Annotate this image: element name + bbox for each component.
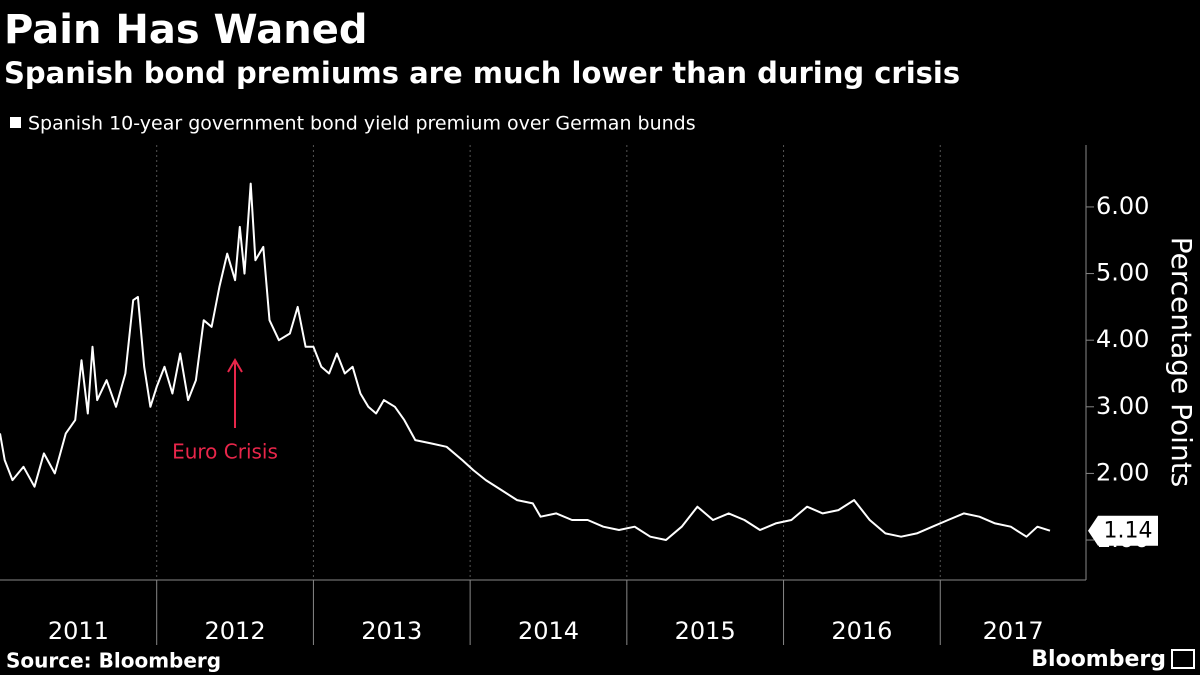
y-tick-label: 5.00 xyxy=(1096,259,1149,287)
chart-title: Pain Has Waned xyxy=(4,7,367,53)
last-value-label: 1.14 xyxy=(1104,519,1153,544)
x-tick-label: 2011 xyxy=(48,617,109,645)
chart-subtitle: Spanish bond premiums are much lower tha… xyxy=(4,56,960,90)
annotation-arrowhead xyxy=(227,358,243,373)
y-tick-label: 6.00 xyxy=(1096,192,1149,220)
y-axis-label: Percentage Points xyxy=(1165,237,1198,488)
x-tick-label: 2014 xyxy=(518,617,579,645)
legend-swatch xyxy=(10,117,21,128)
brand-icon xyxy=(1171,649,1195,669)
line xyxy=(0,182,1051,541)
x-tick-label: 2015 xyxy=(675,617,736,645)
legend-label: Spanish 10-year government bond yield pr… xyxy=(28,113,696,135)
brand: Bloomberg xyxy=(1031,647,1166,672)
y-tick-label: 4.00 xyxy=(1096,325,1149,353)
source: Source: Bloomberg xyxy=(6,649,221,673)
x-tick-label: 2012 xyxy=(205,617,266,645)
y-tick-label: 2.00 xyxy=(1096,458,1149,486)
last-value-box xyxy=(1088,515,1158,546)
y-tick-label: 3.00 xyxy=(1096,392,1149,420)
x-tick-label: 2016 xyxy=(831,617,892,645)
x-tick-label: 2013 xyxy=(361,617,422,645)
annotation: Euro Crisis xyxy=(172,440,278,464)
x-tick-label: 2017 xyxy=(983,617,1044,645)
